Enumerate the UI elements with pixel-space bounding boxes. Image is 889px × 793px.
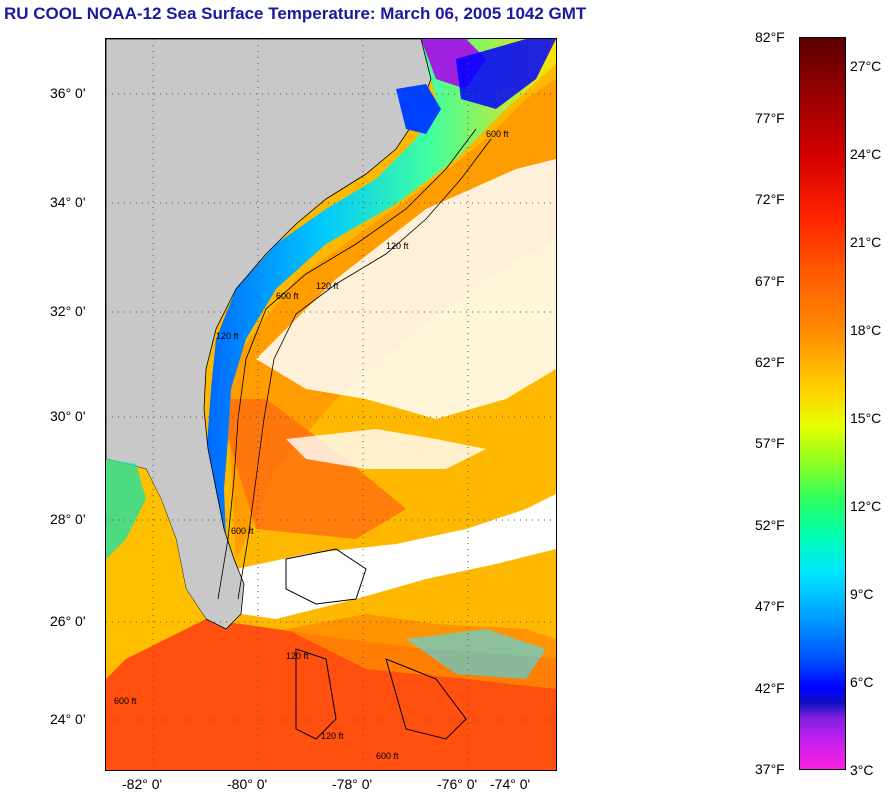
south-cool-patch [406,629,546,679]
pamlico-sound [396,84,441,134]
celsius-label: 3°C [850,762,874,778]
sst-map-graphic: 600 ft 120 ft 120 ft 600 ft 120 ft 600 f… [106,39,556,770]
lat-label: 24° 0' [50,711,86,727]
lon-label: -76° 0' [437,776,478,792]
map-title: RU COOL NOAA-12 Sea Surface Temperature:… [4,4,587,23]
celsius-label: 18°C [850,322,882,338]
sst-map[interactable]: 600 ft 120 ft 120 ft 600 ft 120 ft 600 f… [105,38,557,771]
exuma-contour [385,658,467,740]
cold-blue-north [456,39,556,109]
cloud-field-north [256,159,556,419]
lon-label: -78° 0' [332,776,373,792]
celsius-label: 12°C [850,498,882,514]
isobath-600ft [237,138,492,600]
contour-label: 600 ft [231,526,254,536]
fahrenheit-label: 57°F [755,435,785,451]
contour-label: 120 ft [286,651,309,661]
fahrenheit-label: 62°F [755,354,785,370]
bahamas-bank-contour [285,548,367,605]
warm-patch [216,399,406,539]
fahrenheit-label: 47°F [755,598,785,614]
lat-label: 28° 0' [50,511,86,527]
contour-label: 120 ft [321,731,344,741]
contour-label: 600 ft [486,129,509,139]
fahrenheit-label: 72°F [755,191,785,207]
fahrenheit-label: 67°F [755,273,785,289]
lon-label: -80° 0' [227,776,268,792]
lat-label: 26° 0' [50,613,86,629]
isobath-120ft [217,128,477,600]
contour-label: 600 ft [114,696,137,706]
lat-label: 30° 0' [50,408,86,424]
fahrenheit-label: 77°F [755,110,785,126]
contour-label: 600 ft [276,291,299,301]
celsius-label: 9°C [850,586,874,602]
temperature-colorbar [799,37,846,770]
gulf-cool-patch [106,459,146,559]
contour-label: 120 ft [386,241,409,251]
cloud-band-south [236,494,556,619]
fahrenheit-label: 37°F [755,761,785,777]
contour-label: 600 ft [376,751,399,761]
cloud-streak [286,429,486,469]
lat-label: 36° 0' [50,85,86,101]
celsius-label: 27°C [850,58,882,74]
andros-contour [295,648,337,740]
fahrenheit-label: 42°F [755,680,785,696]
fahrenheit-label: 52°F [755,517,785,533]
celsius-label: 21°C [850,234,882,250]
celsius-label: 15°C [850,410,882,426]
lon-label: -82° 0' [122,776,163,792]
coastal-cool-band [196,39,556,579]
celsius-label: 6°C [850,674,874,690]
celsius-label: 24°C [850,146,882,162]
contour-label: 120 ft [216,331,239,341]
fahrenheit-label: 82°F [755,29,785,45]
contour-label: 120 ft [316,281,339,291]
lon-label: -74° 0' [490,776,531,792]
lat-label: 34° 0' [50,194,86,210]
lat-label: 32° 0' [50,303,86,319]
